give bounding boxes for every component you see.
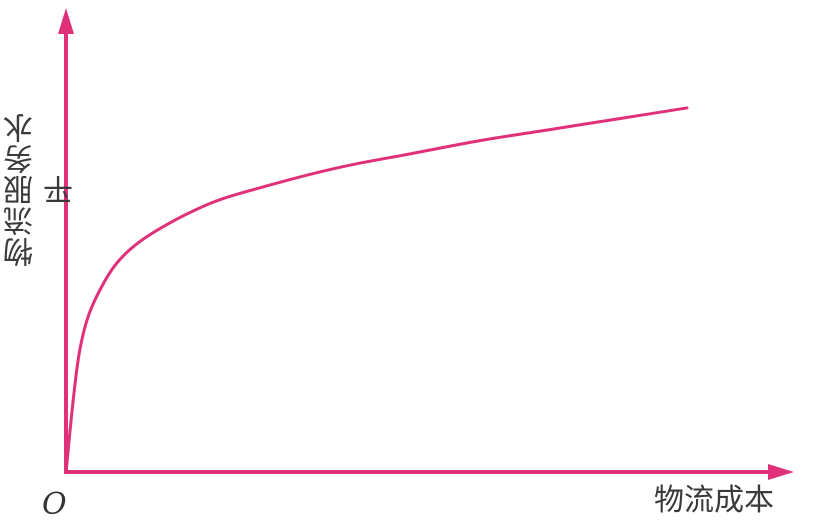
x-axis-label: 物流成本 (654, 483, 774, 518)
series-line (64, 106, 689, 474)
origin-label: O (42, 487, 67, 522)
x-axis-arrowhead (768, 464, 794, 480)
y-axis-arrowhead (58, 8, 74, 34)
y-axis-label: 物流服务水平 (4, 112, 79, 268)
